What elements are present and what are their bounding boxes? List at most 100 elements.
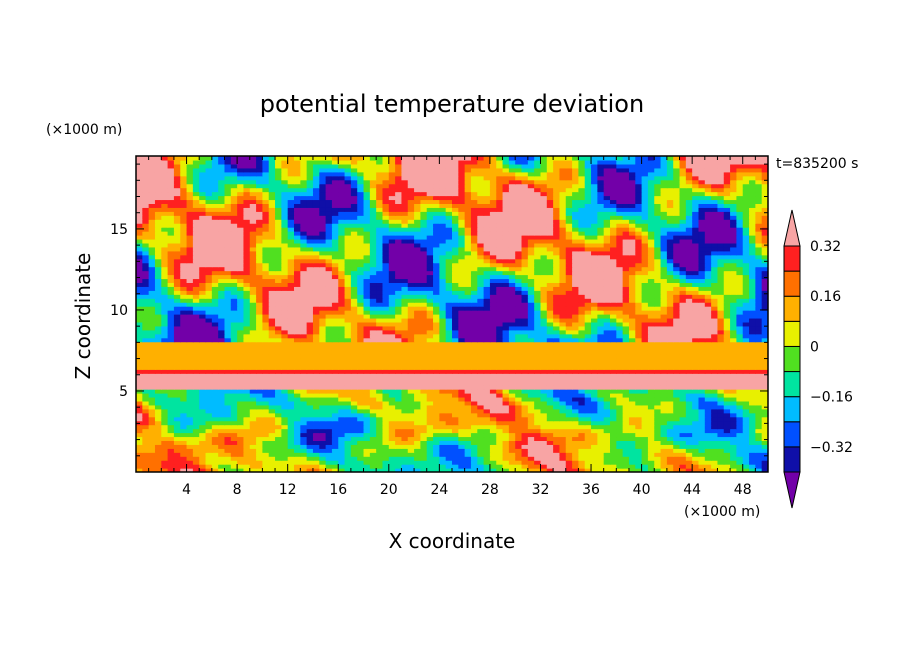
field-cell	[256, 400, 263, 406]
field-cell	[199, 408, 207, 414]
field-cell	[755, 408, 763, 414]
field-cell	[616, 341, 624, 347]
field-cell	[755, 460, 763, 465]
field-cell	[142, 294, 150, 299]
field-cell	[572, 396, 579, 402]
field-cell	[268, 361, 276, 366]
field-cell	[553, 333, 561, 339]
field-cell	[262, 333, 270, 339]
field-cell	[755, 314, 763, 319]
field-cell	[142, 444, 150, 449]
field-cell	[584, 440, 592, 445]
field-cell	[755, 373, 763, 378]
field-cell	[287, 306, 295, 311]
field-cell	[237, 400, 245, 406]
field-cell	[357, 333, 365, 339]
field-cell	[369, 314, 377, 319]
field-cell	[262, 329, 270, 335]
field-cell	[350, 353, 358, 359]
field-cell	[521, 282, 529, 287]
field-cell	[306, 456, 314, 461]
field-cell	[622, 302, 630, 307]
field-cell	[136, 424, 143, 430]
field-cell	[136, 353, 143, 359]
field-cell	[730, 314, 737, 319]
field-cell	[654, 325, 662, 331]
field-cell	[388, 389, 396, 394]
field-cell	[407, 424, 415, 430]
field-cell	[666, 337, 674, 343]
field-cell	[635, 294, 643, 299]
field-cell	[692, 436, 700, 441]
field-cell	[331, 420, 339, 426]
field-cell	[186, 396, 194, 402]
field-cell	[167, 353, 175, 359]
field-cell	[755, 333, 763, 339]
field-cell	[540, 345, 548, 351]
field-cell	[192, 310, 200, 315]
field-cell	[496, 345, 504, 351]
field-cell	[679, 341, 687, 347]
field-cell	[616, 428, 624, 434]
field-cell	[395, 400, 403, 406]
field-cell	[610, 432, 617, 438]
field-cell	[534, 278, 542, 283]
field-cell	[610, 353, 617, 359]
field-cell	[572, 345, 579, 351]
field-cell	[136, 408, 143, 414]
field-cell	[502, 321, 510, 327]
field-cell	[698, 298, 706, 303]
field-cell	[205, 302, 213, 307]
field-cell	[306, 448, 314, 453]
field-cell	[136, 444, 143, 449]
field-cell	[610, 365, 617, 370]
field-cell	[445, 317, 453, 323]
field-cell	[685, 385, 693, 390]
field-cell	[211, 361, 219, 366]
field-cell	[180, 428, 188, 434]
field-cell	[673, 432, 681, 438]
field-cell	[325, 333, 333, 339]
field-cell	[350, 412, 358, 418]
field-cell	[414, 468, 421, 472]
field-cell	[616, 404, 624, 410]
field-cell	[369, 444, 377, 449]
field-cell	[673, 341, 681, 347]
field-cell	[553, 448, 561, 453]
field-cell	[237, 456, 245, 461]
field-cell	[275, 302, 282, 307]
field-cell	[300, 396, 308, 402]
field-cell	[496, 424, 504, 430]
field-cell	[395, 274, 403, 280]
field-cell	[584, 420, 592, 426]
field-cell	[641, 404, 649, 410]
field-cell	[546, 428, 554, 434]
field-cell	[211, 452, 219, 457]
field-cell	[622, 452, 630, 457]
field-cell	[603, 460, 611, 465]
field-cell	[167, 345, 175, 351]
field-cell	[502, 345, 510, 351]
field-cell	[628, 294, 636, 299]
field-cell	[401, 345, 409, 351]
field-cell	[496, 432, 504, 438]
field-cell	[218, 393, 226, 398]
field-cell	[565, 440, 573, 445]
field-cell	[224, 460, 232, 465]
field-cell	[319, 389, 327, 394]
field-cell	[205, 393, 213, 398]
field-cell	[597, 456, 605, 461]
field-cell	[610, 369, 617, 374]
field-cell	[420, 404, 428, 410]
field-cell	[546, 306, 554, 311]
field-cell	[154, 381, 162, 386]
field-cell	[237, 377, 245, 382]
field-cell	[540, 361, 548, 366]
field-cell	[199, 452, 207, 457]
field-cell	[502, 396, 510, 402]
field-cell	[704, 294, 712, 299]
field-cell	[205, 286, 213, 291]
field-cell	[591, 349, 598, 355]
field-cell	[237, 294, 245, 299]
field-cell	[546, 404, 554, 410]
